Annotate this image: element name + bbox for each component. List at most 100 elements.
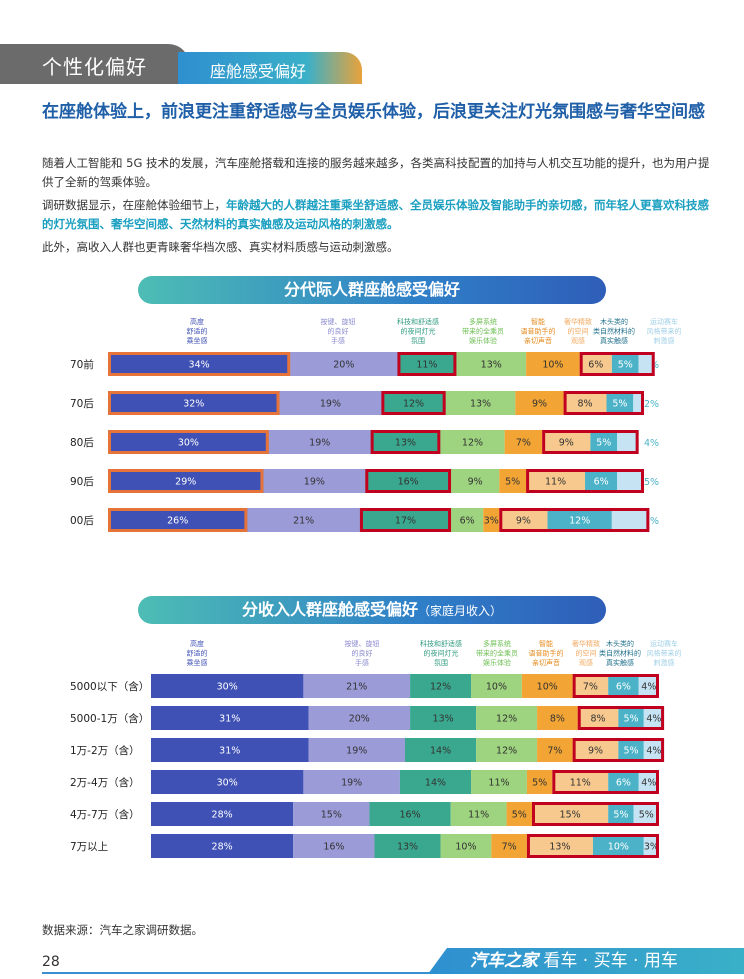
bar-segment xyxy=(410,674,472,698)
data-label: 4% xyxy=(641,778,656,789)
highlight-box xyxy=(572,674,660,698)
data-label: 19% xyxy=(304,477,325,488)
chart1-title: 分代际人群座舱感受偏好 xyxy=(283,280,460,299)
bar-segment xyxy=(483,508,500,532)
legend-label: 刺激感 xyxy=(654,658,675,667)
data-label: 13% xyxy=(470,399,491,410)
paragraph-income: 此外，高收入人群也更青睐奢华档次感、真实材料质感与运动刺激感。 xyxy=(42,240,399,254)
bar-segment xyxy=(108,469,264,493)
bar-segment xyxy=(293,834,375,858)
category-label: 7万以上 xyxy=(70,841,108,853)
bar-segment xyxy=(151,738,309,762)
bar-segment xyxy=(521,674,573,698)
legend-label: 按键、旋钮 xyxy=(345,639,380,648)
bar-segment xyxy=(617,469,644,493)
category-label: 00后 xyxy=(70,515,94,527)
bar-segment xyxy=(592,834,644,858)
bar-segment xyxy=(547,508,612,532)
legend-label: 科技和舒适感 xyxy=(420,639,462,648)
data-label: 6% xyxy=(588,360,603,371)
highlight-box xyxy=(526,834,659,858)
bar-segment xyxy=(369,802,451,826)
subsection-tab xyxy=(178,52,362,84)
bar-segment xyxy=(526,770,553,794)
bar-segment xyxy=(585,469,618,493)
data-label: 7% xyxy=(644,516,659,527)
bar-segment xyxy=(374,834,441,858)
data-label: 11% xyxy=(545,477,566,488)
bar-segment xyxy=(397,352,457,376)
bar-segment xyxy=(606,391,634,415)
data-label: 31% xyxy=(219,714,240,725)
data-label: 30% xyxy=(178,438,199,449)
legend-label: 舒适的 xyxy=(187,327,208,336)
highlight-box xyxy=(579,352,655,376)
data-label: 5% xyxy=(644,477,659,488)
bar-segment xyxy=(381,391,446,415)
legend-label: 带来的全乘员 xyxy=(462,327,504,336)
bar-segment xyxy=(456,352,527,376)
bar-segment xyxy=(618,706,644,730)
subsection-title: 座舱感受偏好 xyxy=(210,62,307,81)
legend-label: 木头类的 xyxy=(606,639,634,648)
category-label: 4万-7万（含） xyxy=(70,808,140,821)
bar-segment xyxy=(151,674,304,698)
legend-label: 的夜间灯光 xyxy=(424,649,459,658)
data-label: 29% xyxy=(175,477,196,488)
bar-segment xyxy=(370,430,441,454)
bar-segment xyxy=(471,674,522,698)
highlight-box xyxy=(108,508,248,532)
bar-row: 7万以上 28% 16% 13% 10% 7% 13% 10% 3% xyxy=(70,834,659,858)
data-label: 12% xyxy=(569,516,590,527)
legend-label: 观感 xyxy=(579,658,593,667)
section-title: 个性化偏好 xyxy=(42,55,147,79)
bar-segment xyxy=(552,770,609,794)
data-label: 12% xyxy=(430,682,451,693)
bar-segment xyxy=(537,738,573,762)
findings-lead: 调研数据显示，在座舱体验细节上， xyxy=(42,198,226,212)
legend-label: 真实触感 xyxy=(606,658,634,667)
legend-label: 多屏系统 xyxy=(469,317,497,326)
bar-segment xyxy=(263,469,366,493)
data-label: 13% xyxy=(433,714,454,725)
bar-segment xyxy=(617,430,639,454)
bar-segment xyxy=(290,352,398,376)
bar-segment xyxy=(279,391,382,415)
legend-label: 真实触感 xyxy=(600,336,628,345)
data-label: 11% xyxy=(570,778,591,789)
legend-label: 带来的全乘员 xyxy=(476,649,518,658)
data-label: 21% xyxy=(346,682,367,693)
section-tab xyxy=(0,44,190,84)
legend-label: 语音助手的 xyxy=(529,649,564,658)
legend-label: 风格带来的 xyxy=(647,327,682,336)
category-label: 80后 xyxy=(70,437,94,449)
chart2-title: 分收入人群座舱感受偏好 xyxy=(241,600,418,619)
data-label: 6% xyxy=(594,477,609,488)
bar-segment xyxy=(563,391,607,415)
data-label: 13% xyxy=(395,438,416,449)
bar-segment xyxy=(108,508,248,532)
highlight-box xyxy=(542,430,639,454)
legend-label: 的良好 xyxy=(352,649,373,658)
paragraph-findings: 调研数据显示，在座舱体验细节上，年龄越大的人群越注重乘坐舒适感、全员娱乐体验及智… xyxy=(42,196,710,234)
bar-segment xyxy=(476,706,538,730)
category-label: 5000以下（含） xyxy=(70,680,149,693)
highlight-box xyxy=(108,352,291,376)
data-label: 19% xyxy=(341,778,362,789)
bar-segment xyxy=(308,706,411,730)
legend-label: 手感 xyxy=(355,658,369,667)
data-label: 11% xyxy=(488,778,509,789)
category-label: 1万-2万（含） xyxy=(70,744,140,757)
data-label: 4% xyxy=(644,438,659,449)
legend-label: 氛围 xyxy=(434,658,448,667)
legend-label: 的空间 xyxy=(568,327,589,336)
findings-highlight: 年龄越大的人群越注重乘坐舒适感、全员娱乐体验及智能助手的亲切感，而年轻人更喜欢科… xyxy=(42,198,709,231)
data-label: 9% xyxy=(559,438,574,449)
bar-segment xyxy=(633,391,644,415)
data-label: 16% xyxy=(400,810,421,821)
legend-label: 舒适的 xyxy=(187,649,208,658)
data-label: 9% xyxy=(588,746,603,757)
bar-segment xyxy=(572,674,609,698)
